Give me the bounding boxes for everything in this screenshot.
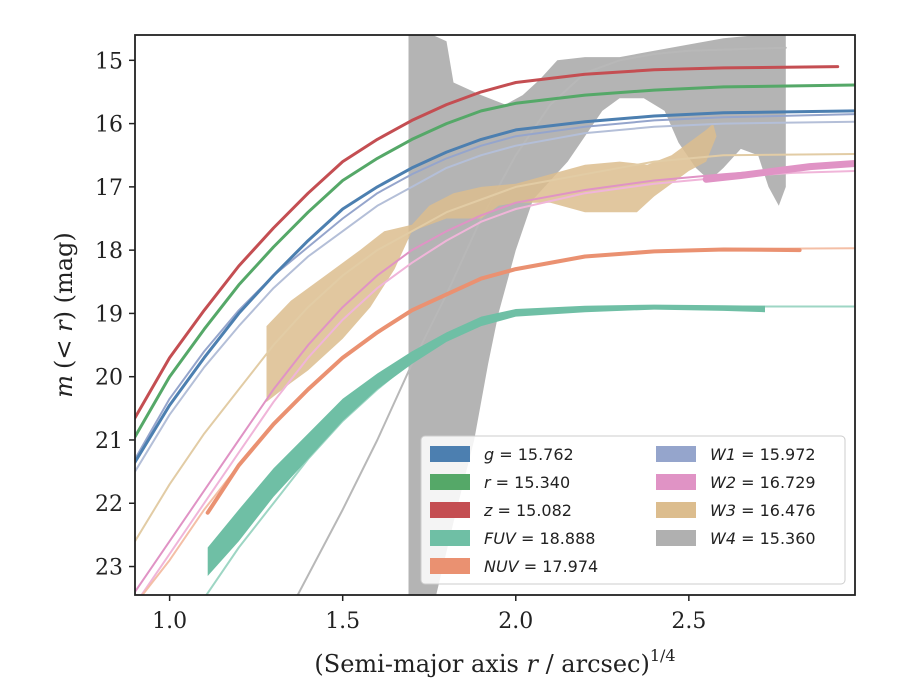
y-tick-label: 18 — [95, 239, 123, 264]
y-tick-label: 20 — [95, 366, 123, 391]
plot-frame — [134, 34, 856, 596]
y-tick-label: 21 — [95, 429, 123, 454]
y-tick-label: 17 — [95, 176, 123, 201]
series-z-line-9 — [135, 65, 840, 420]
x-tick-label: 2.5 — [671, 609, 706, 634]
legend-label-z: z = 15.082 — [483, 501, 572, 520]
legend-swatch-w4 — [656, 530, 696, 546]
series-g-line-11 — [135, 109, 855, 464]
series-w2-line-6 — [135, 160, 855, 593]
series-layer — [135, 35, 855, 595]
legend-swatch-w2 — [656, 474, 696, 490]
x-tick-label: 2.0 — [498, 609, 533, 634]
y-tick-label: 23 — [95, 556, 123, 581]
legend-label-r: r = 15.340 — [484, 473, 570, 492]
legend-label-fuv: FUV = 18.888 — [484, 529, 595, 548]
legend-label-w2: W2 = 16.729 — [710, 473, 816, 492]
series-w2-thick-8 — [702, 160, 855, 183]
series-w3-line-3 — [135, 153, 855, 543]
y-tick-label: 22 — [95, 492, 123, 517]
series-w1-line-4 — [135, 113, 855, 460]
legend-swatch-nuv — [430, 558, 470, 574]
tick-layer: 1.0 1.5 2.0 2.5 15 16 17 18 19 20 21 22 23 — [95, 49, 706, 634]
x-axis-label: (Semi-major axis r / arcsec)1/4 — [314, 646, 675, 678]
legend-swatch-z — [430, 502, 470, 518]
series-w2-line-7 — [140, 170, 855, 595]
legend-box — [420, 435, 846, 585]
x-tick-label: 1.0 — [152, 609, 187, 634]
legend-swatch-r — [430, 474, 470, 490]
y-tick-label: 15 — [95, 49, 123, 74]
legend-label-w4: W4 = 15.360 — [710, 529, 816, 548]
series-w3-band-2 — [266, 123, 717, 402]
legend-label-w3: W3 = 16.476 — [710, 501, 816, 520]
legend-swatch-w3 — [656, 502, 696, 518]
series-w1-line-5 — [135, 120, 855, 473]
y-tick-label: 19 — [95, 302, 123, 327]
legend-label-g: g = 15.762 — [484, 445, 574, 464]
legend: g = 15.762 r = 15.340 z = 15.082 FUV = 18.8… — [420, 435, 846, 585]
legend-swatch-w1 — [656, 446, 696, 462]
x-tick-label: 1.5 — [325, 609, 360, 634]
legend-label-w1: W1 = 15.972 — [710, 445, 816, 464]
legend-swatch-g — [430, 446, 470, 462]
series-w4-band-0 — [408, 35, 786, 595]
series-w4-line-1 — [296, 46, 787, 595]
y-axis-label: m(< r) (mag) — [50, 232, 78, 398]
series-fuv-band-15 — [207, 304, 765, 576]
legend-label-nuv: NUV = 17.974 — [484, 557, 598, 576]
legend-swatch-fuv — [430, 530, 470, 546]
series-nuv-thick-13 — [205, 247, 802, 515]
series-r-line-10 — [135, 83, 855, 439]
y-tick-label: 16 — [95, 113, 123, 138]
